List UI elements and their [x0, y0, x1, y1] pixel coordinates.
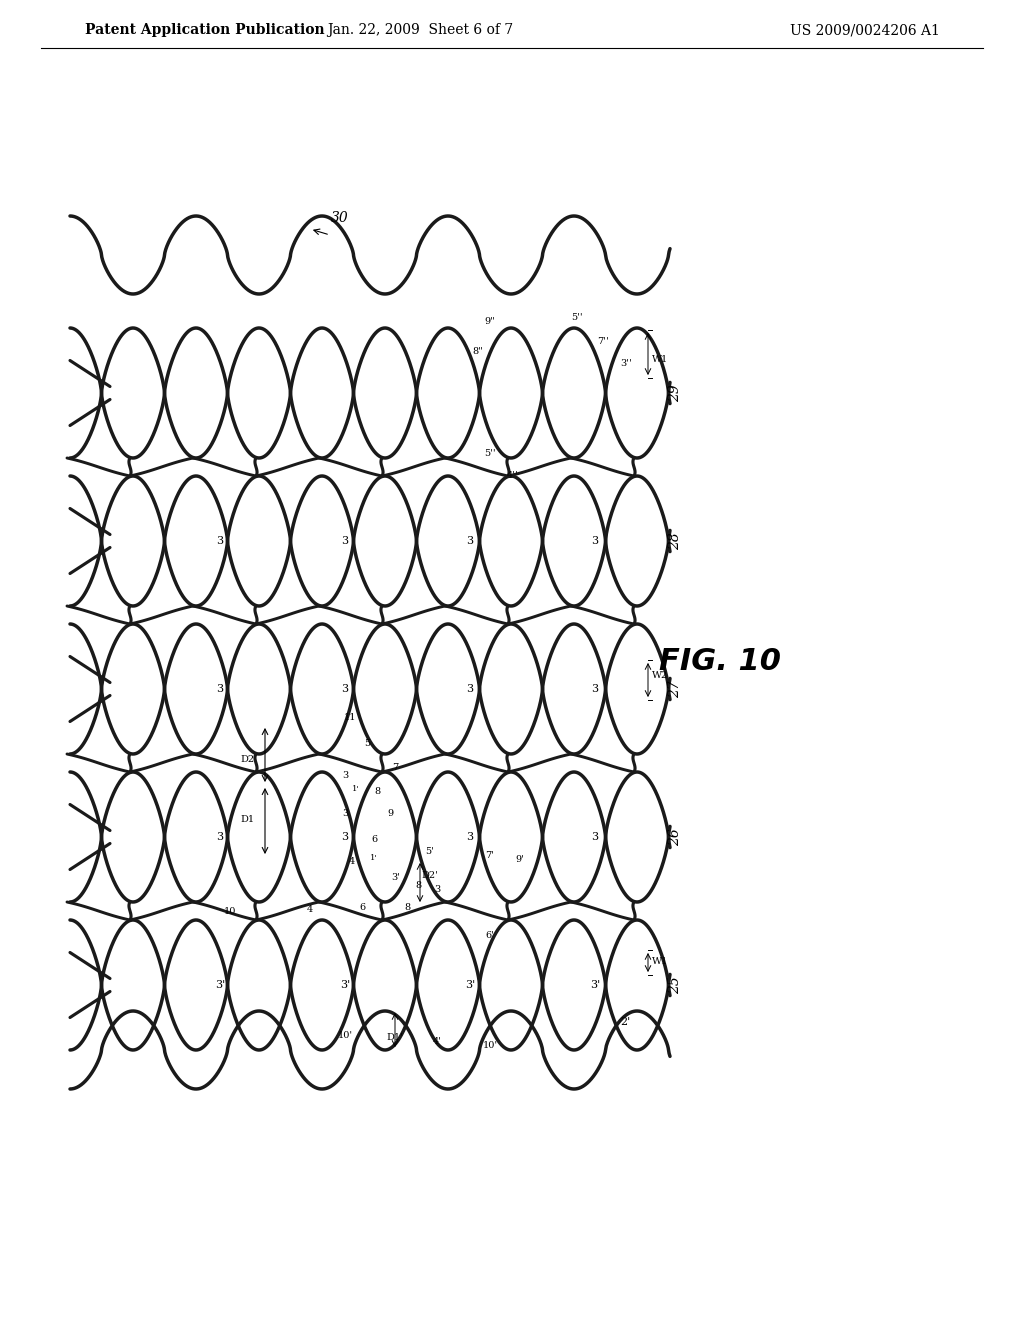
Text: 10': 10': [482, 1040, 498, 1049]
Text: 10: 10: [224, 908, 237, 916]
Text: 29: 29: [668, 384, 682, 401]
Text: 25: 25: [668, 975, 682, 994]
Text: 4: 4: [307, 906, 313, 915]
Text: 8: 8: [403, 903, 410, 912]
Text: 9: 9: [387, 808, 393, 817]
Text: 8": 8": [473, 347, 483, 356]
Text: D1: D1: [241, 816, 255, 825]
Text: 5'': 5'': [571, 313, 583, 322]
Text: 5': 5': [426, 847, 434, 857]
Text: 3: 3: [592, 832, 599, 842]
Text: Patent Application Publication: Patent Application Publication: [85, 22, 325, 37]
Text: 1': 1': [370, 854, 378, 862]
Text: 3: 3: [341, 832, 348, 842]
Text: 3: 3: [342, 808, 348, 817]
Text: D2: D2: [241, 755, 255, 764]
Text: 9": 9": [484, 318, 496, 326]
Text: 7'': 7'': [597, 338, 609, 346]
Text: 8: 8: [415, 880, 421, 890]
Text: 3: 3: [341, 536, 348, 546]
Text: 3'': 3'': [621, 359, 632, 367]
Text: 3: 3: [434, 884, 440, 894]
Text: 30: 30: [331, 211, 349, 224]
Text: 3': 3': [215, 979, 225, 990]
Text: 3: 3: [342, 771, 348, 780]
Text: 28: 28: [668, 532, 682, 550]
Text: 3: 3: [216, 536, 223, 546]
Text: 3: 3: [467, 832, 473, 842]
Text: W2: W2: [652, 671, 669, 680]
Text: 11: 11: [344, 713, 356, 722]
Text: 6: 6: [371, 836, 377, 845]
Text: D2': D2': [422, 870, 438, 879]
Text: 3': 3': [590, 979, 600, 990]
Text: 3: 3: [216, 832, 223, 842]
Text: 7: 7: [392, 763, 398, 771]
Text: D1': D1': [387, 1034, 403, 1043]
Text: 3: 3: [216, 684, 223, 694]
Text: 3: 3: [592, 684, 599, 694]
Text: 1': 1': [352, 785, 359, 793]
Text: 6: 6: [359, 903, 366, 912]
Text: 4: 4: [349, 858, 355, 866]
Text: 2': 2': [620, 1016, 630, 1027]
Text: 3': 3': [465, 979, 475, 990]
Text: US 2009/0024206 A1: US 2009/0024206 A1: [790, 22, 940, 37]
Text: 10': 10': [338, 1031, 352, 1040]
Text: 3': 3': [340, 979, 350, 990]
Text: 4': 4': [432, 1038, 441, 1047]
Text: 6': 6': [485, 931, 495, 940]
Text: 7': 7': [485, 850, 495, 859]
Text: 3: 3: [467, 684, 473, 694]
Text: FIG. 10: FIG. 10: [659, 648, 781, 676]
Text: 5: 5: [364, 738, 370, 747]
Text: 8: 8: [374, 788, 380, 796]
Text: 4'': 4'': [507, 471, 519, 480]
Text: 3': 3': [391, 873, 400, 882]
Text: W1: W1: [652, 957, 669, 966]
Text: 3: 3: [467, 536, 473, 546]
Text: 9': 9': [515, 855, 524, 865]
Text: W1: W1: [652, 355, 669, 364]
Text: 3: 3: [592, 536, 599, 546]
Text: 26: 26: [668, 828, 682, 846]
Text: Jan. 22, 2009  Sheet 6 of 7: Jan. 22, 2009 Sheet 6 of 7: [327, 22, 513, 37]
Text: 27: 27: [668, 680, 682, 698]
Text: 5'': 5'': [484, 450, 496, 458]
Text: 3: 3: [341, 684, 348, 694]
